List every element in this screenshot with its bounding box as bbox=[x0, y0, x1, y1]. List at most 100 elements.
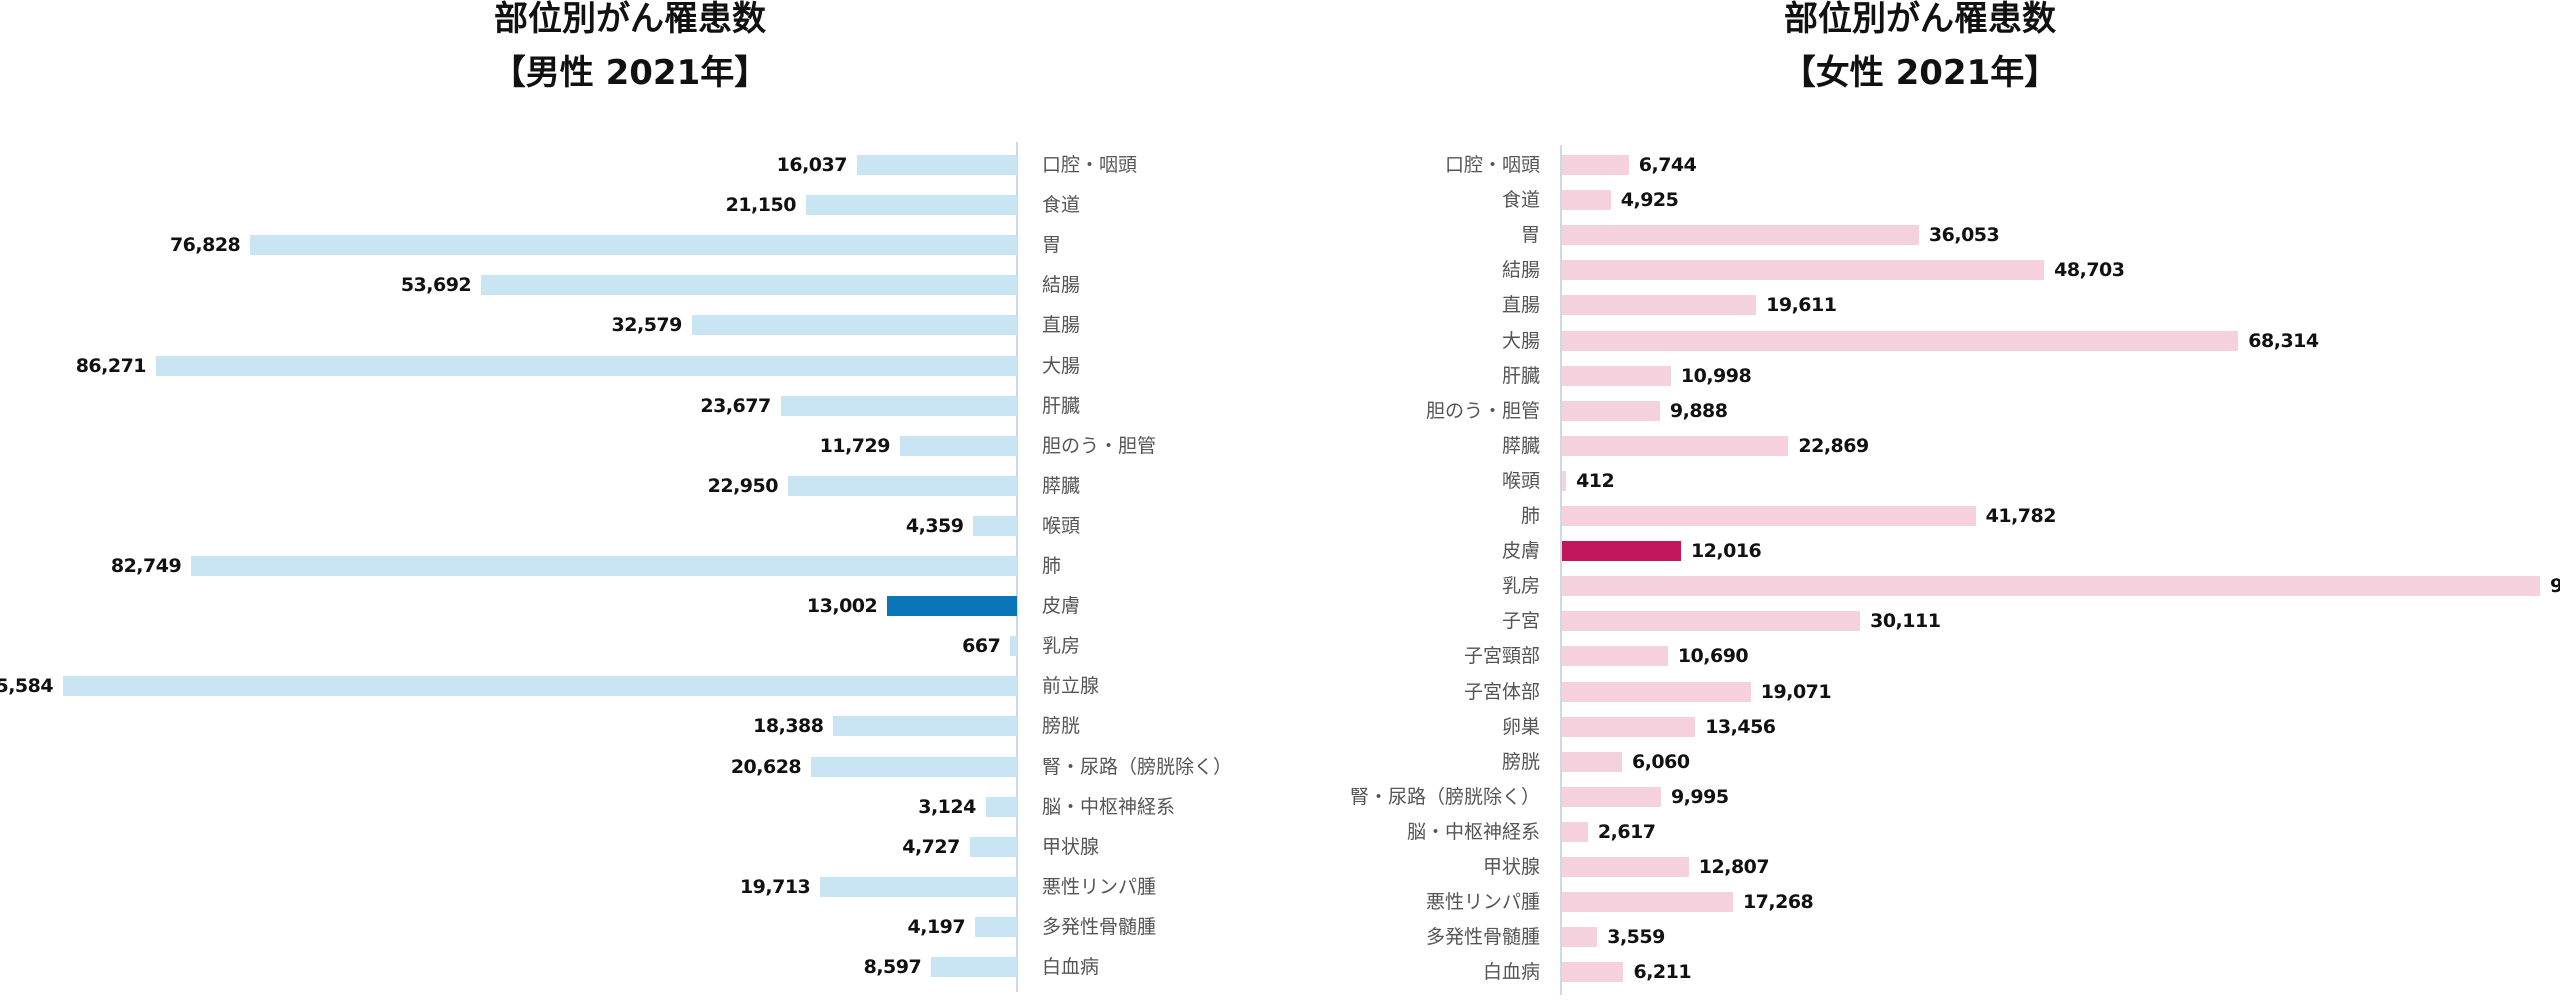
male-bar bbox=[969, 836, 1017, 857]
male-value-label: 86,271 bbox=[75, 354, 147, 377]
female-category-label: 口腔・咽頭 bbox=[1444, 154, 1540, 176]
male-value-label: 8,597 bbox=[863, 956, 922, 978]
female-bar bbox=[1562, 260, 2045, 281]
male-category-label: 食道 bbox=[1042, 194, 1081, 217]
female-bar bbox=[1562, 470, 1567, 491]
female-value-label: 17,268 bbox=[1742, 891, 1814, 914]
female-value-label: 30,111 bbox=[1870, 610, 1941, 633]
female-bar bbox=[1562, 365, 1671, 386]
female-category-label: 胆のう・胆管 bbox=[1425, 399, 1540, 422]
male-value-label: 20,628 bbox=[730, 755, 802, 778]
female-category-label: 白血病 bbox=[1482, 961, 1540, 984]
female-category-label: 結腸 bbox=[1501, 259, 1540, 282]
male-bar bbox=[250, 235, 1017, 256]
male-value-label: 22,950 bbox=[707, 474, 779, 497]
female-bar bbox=[1562, 295, 1757, 316]
male-bar bbox=[985, 796, 1017, 817]
male-value-label: 21,150 bbox=[725, 194, 797, 217]
female-category-label: 胃 bbox=[1520, 224, 1540, 247]
male-chart-title: 部位別がん罹患数 bbox=[494, 0, 766, 39]
male-category-label: 胆のう・胆管 bbox=[1042, 434, 1157, 457]
male-value-label: 95,584 bbox=[0, 675, 54, 698]
female-chart-subtitle: 【女性 2021年】 bbox=[1781, 53, 2059, 93]
female-value-label: 98,782 bbox=[2549, 575, 2560, 598]
male-value-label: 82,749 bbox=[110, 555, 182, 577]
male-category-label: 脳・中枢神経系 bbox=[1042, 795, 1176, 818]
female-bar bbox=[1562, 155, 1629, 175]
female-value-label: 2,617 bbox=[1597, 820, 1656, 843]
female-category-label: 子宮頸部 bbox=[1463, 645, 1540, 668]
female-bar bbox=[1562, 927, 1598, 948]
male-category-label: 肝臓 bbox=[1042, 394, 1081, 417]
male-bar bbox=[975, 916, 1017, 937]
male-value-label: 4,727 bbox=[902, 835, 960, 858]
female-category-label: 大腸 bbox=[1501, 329, 1540, 352]
female-value-label: 19,071 bbox=[1760, 680, 1832, 703]
female-value-label: 41,782 bbox=[1985, 505, 2057, 527]
female-bar bbox=[1562, 646, 1668, 667]
female-bar bbox=[1562, 751, 1622, 772]
male-category-label: 皮膚 bbox=[1042, 595, 1081, 618]
male-value-label: 11,729 bbox=[819, 434, 891, 457]
male-category-label: 乳房 bbox=[1042, 635, 1081, 658]
female-value-label: 12,807 bbox=[1698, 856, 1770, 878]
male-category-label: 直腸 bbox=[1042, 314, 1081, 337]
female-category-label: 腎・尿路（膀胱除く） bbox=[1349, 785, 1540, 808]
male-bar bbox=[820, 876, 1017, 897]
female-value-label: 10,690 bbox=[1677, 645, 1749, 668]
female-category-label: 多発性骨髄腫 bbox=[1425, 926, 1540, 949]
female-category-label: 甲状腺 bbox=[1482, 856, 1540, 878]
male-bar bbox=[805, 195, 1017, 216]
female-category-label: 乳房 bbox=[1501, 575, 1540, 598]
female-value-label: 36,053 bbox=[1928, 224, 2000, 247]
male-bar bbox=[63, 676, 1017, 697]
male-value-label: 19,713 bbox=[739, 875, 811, 898]
female-value-label: 3,559 bbox=[1607, 926, 1665, 949]
male-value-label: 667 bbox=[962, 635, 1001, 658]
female-bar bbox=[1562, 857, 1689, 877]
male-bar bbox=[931, 957, 1017, 977]
male-category-label: 胃 bbox=[1042, 234, 1062, 257]
female-chart-title: 部位別がん罹患数 bbox=[1784, 0, 2056, 39]
female-category-label: 子宮 bbox=[1501, 610, 1540, 633]
male-value-label: 3,124 bbox=[918, 795, 976, 818]
female-bar bbox=[1562, 716, 1696, 737]
female-value-label: 68,314 bbox=[2248, 329, 2319, 352]
male-category-label: 腎・尿路（膀胱除く） bbox=[1042, 755, 1233, 778]
female-category-label: 膵臓 bbox=[1501, 434, 1540, 457]
male-bar bbox=[787, 475, 1017, 496]
male-value-label: 18,388 bbox=[753, 715, 824, 738]
male-category-label: 口腔・咽頭 bbox=[1042, 154, 1138, 176]
female-value-label: 10,998 bbox=[1680, 364, 1752, 387]
female-category-label: 喉頭 bbox=[1501, 469, 1540, 492]
male-value-label: 4,359 bbox=[905, 514, 964, 537]
male-bar bbox=[191, 556, 1017, 576]
female-category-label: 肝臓 bbox=[1501, 364, 1540, 387]
female-bar bbox=[1562, 506, 1976, 526]
male-value-label: 4,197 bbox=[907, 915, 966, 938]
male-value-label: 23,677 bbox=[700, 394, 771, 417]
female-category-label: 卵巣 bbox=[1501, 715, 1540, 738]
female-bar bbox=[1562, 435, 1789, 456]
male-value-label: 32,579 bbox=[611, 314, 683, 337]
female-value-label: 6,744 bbox=[1638, 154, 1697, 176]
male-bar bbox=[481, 275, 1017, 296]
female-category-label: 肺 bbox=[1520, 505, 1540, 527]
female-category-label: 脳・中枢神経系 bbox=[1406, 820, 1540, 843]
male-category-label: 甲状腺 bbox=[1042, 835, 1100, 858]
female-bar bbox=[1562, 892, 1733, 913]
female-bar bbox=[1562, 786, 1661, 807]
female-value-label: 6,211 bbox=[1633, 961, 1692, 984]
female-category-label: 子宮体部 bbox=[1463, 680, 1540, 703]
male-bar bbox=[973, 515, 1017, 536]
female-value-label: 19,611 bbox=[1766, 294, 1837, 317]
female-category-label: 食道 bbox=[1501, 189, 1540, 212]
female-value-label: 4,925 bbox=[1620, 189, 1679, 212]
male-bar bbox=[887, 596, 1017, 617]
male-category-label: 多発性骨髄腫 bbox=[1042, 915, 1157, 938]
female-value-label: 9,995 bbox=[1670, 785, 1729, 808]
male-bar bbox=[899, 435, 1017, 456]
female-category-label: 悪性リンパ腫 bbox=[1425, 891, 1540, 914]
female-value-label: 6,060 bbox=[1631, 750, 1690, 773]
female-bar bbox=[1562, 681, 1751, 702]
